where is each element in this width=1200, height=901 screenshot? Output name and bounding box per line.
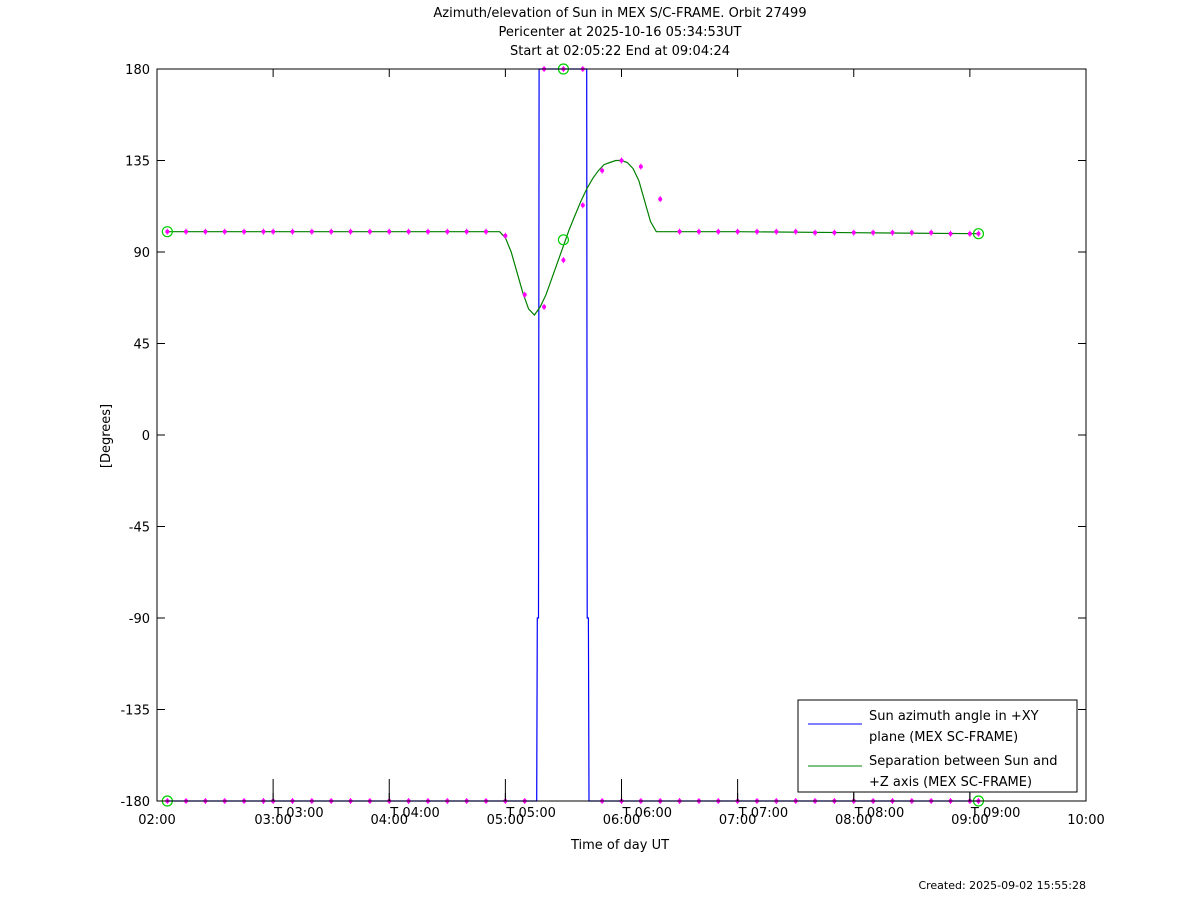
hour-mark-label: T 05:00	[505, 806, 556, 821]
x-tick-label: 09:00	[951, 813, 988, 828]
legend-label-azimuth-line1: Sun azimuth angle in +XY	[869, 709, 1039, 724]
y-tick-label: -180	[120, 795, 150, 810]
hour-mark-label: T 08:00	[854, 806, 905, 821]
series-line-0	[167, 68, 979, 802]
y-tick-label: -90	[129, 612, 150, 627]
separation-marker	[638, 164, 643, 169]
separation-marker	[309, 229, 314, 234]
separation-marker	[445, 229, 450, 234]
plot-frame	[156, 68, 1087, 802]
x-tick-label: 06:00	[603, 813, 640, 828]
separation-marker	[658, 197, 663, 202]
hour-mark-label: T 04:00	[389, 806, 440, 821]
y-tick-label: 135	[125, 155, 150, 170]
hour-mark-label: T 09:00	[970, 806, 1021, 821]
series-layer	[167, 68, 979, 802]
separation-marker	[890, 230, 895, 235]
marker-layer	[161, 63, 985, 807]
separation-marker	[832, 230, 837, 235]
separation-marker	[367, 229, 372, 234]
separation-marker	[242, 229, 247, 234]
series-line-1	[167, 159, 979, 316]
separation-marker	[271, 229, 276, 234]
separation-marker	[677, 229, 682, 234]
separation-marker	[165, 229, 170, 234]
x-tick-label: 04:00	[371, 813, 408, 828]
axis-layer: 180 135 90 45 0 -45 -90 -135 -180 02:00 03:00 04:00…	[120, 63, 1104, 828]
separation-marker	[967, 231, 972, 236]
x-tick-label: 08:00	[835, 813, 872, 828]
legend: Sun azimuth angle in +XY plane (MEX SC-F…	[797, 699, 1078, 793]
y-tick-label: 90	[133, 246, 150, 261]
y-tick-label: 0	[142, 429, 150, 444]
chart-title-line1: Azimuth/elevation of Sun in MEX S/C-FRAM…	[433, 6, 806, 21]
y-tick-label: -135	[120, 704, 150, 719]
separation-marker	[948, 231, 953, 236]
separation-marker	[290, 229, 295, 234]
separation-marker	[716, 229, 721, 234]
y-tick-label: 180	[125, 63, 150, 78]
boundary-circle-marker	[161, 226, 173, 238]
x-tick-label: 03:00	[254, 813, 291, 828]
y-axis-label: [Degrees]	[99, 404, 114, 468]
separation-marker	[484, 229, 489, 234]
x-tick-label: 02:00	[138, 813, 175, 828]
separation-marker	[813, 230, 818, 235]
separation-marker	[929, 230, 934, 235]
boundary-circle-marker	[557, 234, 570, 246]
hour-mark-label: T 07:00	[738, 806, 789, 821]
separation-marker	[329, 229, 334, 234]
separation-marker	[503, 233, 508, 238]
separation-marker	[348, 229, 353, 234]
legend-label-separation-line2: +Z axis (MEX SC-FRAME)	[869, 775, 1032, 790]
created-timestamp: Created: 2025-09-02 15:55:28	[918, 879, 1086, 892]
separation-marker	[580, 203, 585, 208]
x-tick-label: 05:00	[487, 813, 524, 828]
legend-label-azimuth-line2: plane (MEX SC-FRAME)	[869, 730, 1018, 745]
separation-marker	[909, 230, 914, 235]
y-tick-label: -45	[129, 521, 150, 536]
separation-marker	[387, 229, 392, 234]
boundary-circle-marker	[972, 228, 985, 240]
separation-marker	[619, 158, 624, 163]
separation-marker	[735, 229, 740, 234]
y-tick-label: 45	[133, 338, 150, 353]
separation-marker	[774, 229, 779, 234]
separation-marker	[754, 229, 759, 234]
separation-marker	[871, 230, 876, 235]
separation-marker	[425, 229, 430, 234]
chart-title-line3: Start at 02:05:22 End at 09:04:24	[510, 44, 730, 59]
x-tick-label: 10:00	[1067, 813, 1104, 828]
separation-marker	[793, 229, 798, 234]
legend-label-separation-line1: Separation between Sun and	[869, 754, 1057, 769]
x-tick-label: 07:00	[719, 813, 756, 828]
separation-marker	[522, 292, 527, 297]
hour-mark-label: T 06:00	[622, 806, 673, 821]
legend-box	[797, 699, 1078, 793]
hour-mark-label: T 03:00	[273, 806, 324, 821]
separation-marker	[561, 258, 566, 263]
separation-marker	[976, 231, 981, 236]
chart-title-line2: Pericenter at 2025-10-16 05:34:53UT	[498, 25, 741, 40]
separation-marker	[203, 229, 208, 234]
separation-marker	[600, 168, 605, 173]
separation-marker	[184, 229, 189, 234]
x-axis-label: Time of day UT	[570, 838, 669, 853]
separation-marker	[406, 229, 411, 234]
separation-marker	[696, 229, 701, 234]
separation-marker	[261, 229, 266, 234]
separation-marker	[222, 229, 227, 234]
separation-marker	[542, 304, 547, 309]
separation-marker	[851, 230, 856, 235]
separation-marker	[464, 229, 469, 234]
